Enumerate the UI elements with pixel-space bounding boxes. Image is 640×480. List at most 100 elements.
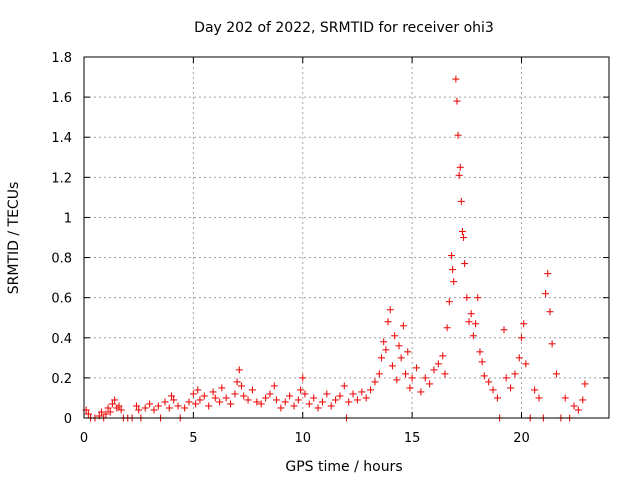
data-point [170,396,178,404]
data-point [441,370,449,378]
tick-labels: 0 0.2 0.4 0.6 0.8 1 1.2 1.4 1.6 1.8 0 5 10 15 20 [51,51,529,446]
data-point [454,131,462,139]
data-point [384,318,392,326]
data-point [133,402,140,410]
data-point [553,370,560,378]
data-point [111,396,119,404]
data-point [189,390,197,398]
data-point [294,396,302,404]
data-point [301,390,309,398]
data-point [297,386,305,394]
data-point [314,404,322,412]
data-point [511,370,519,378]
data-point [353,396,361,404]
x-axis-title: GPS time / hours [285,459,402,475]
data-point [515,354,523,362]
data-points [82,75,589,422]
data-point [345,398,353,406]
data-point [135,406,143,414]
y-tick-label: 0.4 [51,332,72,347]
data-point [98,408,105,416]
data-point [455,171,463,179]
chart-title: Day 202 of 2022, SRMTID for receiver ohi… [194,20,494,36]
data-point [299,374,307,382]
data-point [413,364,420,372]
gridlines [84,57,609,418]
data-point [117,406,125,414]
data-point [273,396,280,404]
data-point [548,340,556,348]
data-point [327,402,335,410]
data-point [248,386,256,394]
data-point [467,310,475,318]
data-point [395,342,403,350]
y-tick-label: 1 [64,211,72,226]
data-point [439,352,447,360]
data-point [500,326,508,334]
y-tick-label: 1.2 [51,171,72,186]
data-point [168,392,175,400]
data-point [522,360,530,368]
data-point [421,374,429,382]
data-point [542,290,550,298]
data-point [450,278,458,286]
data-point [456,163,464,171]
data-point [469,332,477,340]
x-tick-label: 0 [80,431,88,446]
y-tick-label: 1.4 [51,131,72,146]
data-point [453,97,461,105]
data-point [406,384,414,392]
y-tick-label: 0.8 [51,252,72,267]
data-point [196,396,204,404]
data-point [579,396,587,404]
data-point [200,392,208,400]
data-point [474,294,482,302]
x-tick-label: 20 [513,431,530,446]
data-point [244,396,252,404]
data-point [393,376,401,384]
data-point [192,400,200,408]
data-point [240,392,248,400]
data-point [371,378,379,386]
x-tick-label: 10 [294,431,311,446]
data-point [209,388,217,396]
data-point [336,392,344,400]
data-point [154,402,162,410]
data-point [205,402,213,410]
data-point [478,358,486,366]
data-point [305,400,313,408]
data-point [476,348,484,356]
y-tick-label: 1.6 [51,91,72,106]
data-point [233,378,241,386]
data-point [218,384,226,392]
data-point [546,308,554,316]
data-point [277,404,285,412]
data-point [426,380,434,388]
data-point [235,366,243,374]
data-point [211,394,219,402]
data-point [531,386,539,394]
data-point [507,384,515,392]
data-point [417,388,425,396]
data-point [102,410,110,418]
data-point [443,324,451,332]
y-tick-label: 0.2 [51,372,72,387]
data-point [161,398,169,406]
data-point [216,398,224,406]
data-point [472,320,480,328]
data-point [520,320,528,328]
data-point [457,197,465,205]
data-point [382,346,390,354]
data-point [461,260,469,268]
data-point [535,394,543,402]
data-point [581,380,589,388]
data-point [150,406,158,414]
data-point [458,227,466,235]
data-point [174,402,182,410]
data-point [493,394,501,402]
data-point [465,318,473,326]
data-point [185,398,193,406]
data-point [561,394,569,402]
data-point [574,406,582,414]
